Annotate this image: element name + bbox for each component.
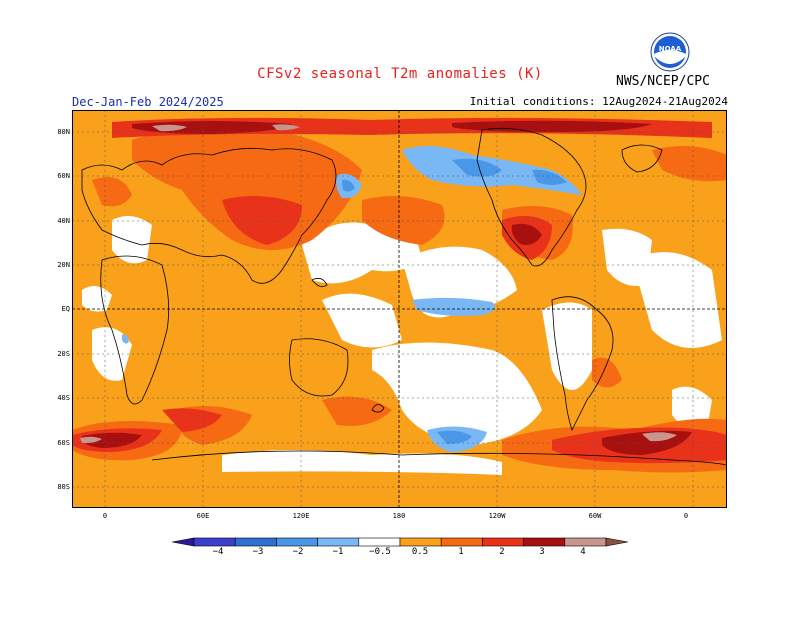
colorbar-label-05: 0.5 — [411, 547, 429, 557]
lat-label-60n: 60N — [57, 172, 70, 180]
lon-label-60w: 60W — [588, 512, 602, 520]
lat-label-60s: 60S — [57, 439, 70, 447]
colorbar-cell-9 — [523, 537, 566, 547]
noaa-logo-icon: NOAA — [650, 32, 690, 72]
colorbar-cell-8 — [482, 537, 524, 547]
cooler-regions — [342, 158, 567, 444]
lon-label-120w: 120W — [488, 512, 506, 520]
colorbar-label-2: 2 — [499, 547, 505, 557]
colorbar-cell-7 — [440, 537, 483, 547]
colorbar-cell-0 — [172, 537, 195, 547]
colorbar-label-neg1: −1 — [332, 547, 344, 557]
colorbar-label-neg4: −4 — [212, 547, 224, 557]
lat-label-40s: 40S — [57, 394, 70, 402]
lon-label-120e: 120E — [292, 512, 310, 520]
lat-label-20s: 20S — [57, 350, 70, 358]
colorbar-cell-1 — [193, 537, 236, 547]
lat-label-80s: 80S — [57, 483, 70, 491]
colorbar-cell-4 — [317, 537, 360, 547]
colorbar-label-4: 4 — [580, 547, 586, 557]
lon-label-60e: 60E — [196, 512, 210, 520]
colorbar-cell-11 — [605, 537, 628, 547]
peak-regions — [80, 124, 677, 444]
colorbar-label-neg2: −2 — [292, 547, 304, 557]
map-title: CFSv2 seasonal T2m anomalies (K) — [257, 66, 543, 82]
lon-label-0-west: 0 — [102, 512, 108, 520]
lat-label-40n: 40N — [57, 217, 70, 225]
svg-text:NOAA: NOAA — [659, 45, 682, 53]
gridlines — [72, 110, 727, 508]
colorbar-label-1: 1 — [458, 547, 464, 557]
colorbar-label-neg3: −3 — [252, 547, 264, 557]
lon-label-180: 180 — [392, 512, 406, 520]
org-label: NWS/NCEP/CPC — [616, 74, 710, 89]
colorbar-label-neg05: −0.5 — [369, 547, 391, 557]
colorbar-label-3: 3 — [539, 547, 545, 557]
colorbar-cell-2 — [234, 537, 277, 547]
colorbar-cell-6 — [399, 537, 442, 547]
lat-label-20n: 20N — [57, 261, 70, 269]
lat-label-eq: EQ — [61, 305, 70, 313]
colorbar-cell-3 — [276, 537, 318, 547]
lat-label-80n: 80N — [57, 128, 70, 136]
lon-label-0-east: 0 — [683, 512, 689, 520]
anomaly-map — [72, 110, 727, 508]
colorbar — [172, 537, 628, 547]
initial-conditions-label: Initial conditions: 12Aug2024-21Aug2024 — [469, 95, 728, 108]
colorbar-cell-5 — [358, 537, 401, 547]
colorbar-cell-10 — [564, 537, 607, 547]
map-border — [72, 110, 727, 508]
season-label: Dec-Jan-Feb 2024/2025 — [72, 95, 224, 109]
coastlines — [81, 127, 727, 466]
